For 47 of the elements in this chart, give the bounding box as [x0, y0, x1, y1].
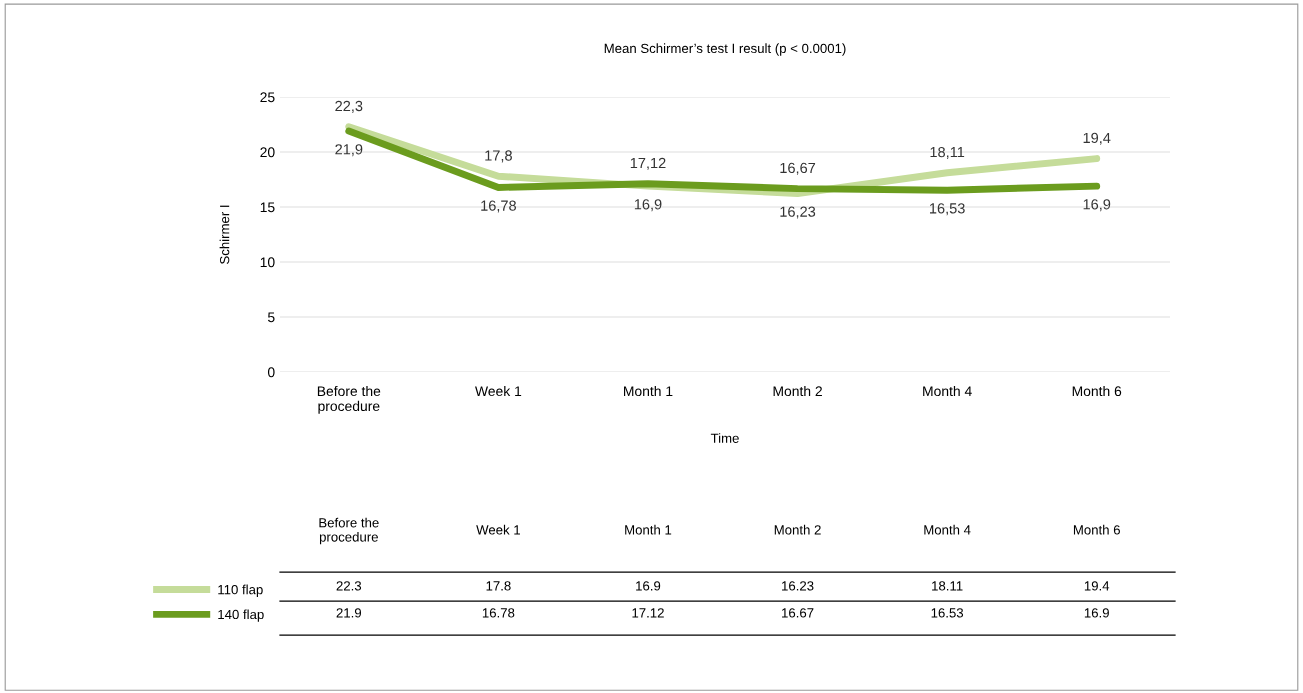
- text: 22.3: [336, 581, 362, 591]
- data-label: 16,78: [481, 200, 516, 213]
- y-axis-title: Schirmer I: [219, 205, 230, 264]
- data-label: 16,9: [1083, 199, 1111, 212]
- data-label: 16,9: [634, 199, 662, 212]
- text: 19.4: [1084, 581, 1110, 591]
- chart-title: Mean Schirmer’s test I result (p < 0.0001): [604, 43, 846, 56]
- category-label: Month 4: [924, 524, 971, 535]
- x-tick-label: Month 6: [1072, 385, 1122, 397]
- text: 18.11: [932, 581, 963, 591]
- x-tick-label: Month 4: [923, 385, 972, 397]
- category-label: Week 1: [476, 524, 520, 535]
- y-tick-label: 25: [260, 92, 275, 103]
- text: 16.78: [482, 608, 515, 618]
- legend-label: 110 flap: [218, 584, 263, 597]
- category-label: Month 2: [774, 524, 821, 535]
- data-label: 17,12: [630, 157, 666, 170]
- data-label: 19,4: [1083, 132, 1111, 145]
- y-tick-label: 0: [267, 367, 275, 378]
- text: 16.23: [782, 581, 814, 591]
- y-tick-label: 10: [260, 257, 275, 268]
- data-label: 21,9: [335, 144, 363, 157]
- text: 16.9: [1084, 608, 1109, 618]
- text: 16.9: [636, 581, 661, 591]
- data-label: 16,67: [780, 162, 816, 175]
- data-label: 18,11: [930, 146, 965, 159]
- y-tick-label: 15: [260, 202, 275, 213]
- x-tick-label: Week 1: [475, 385, 522, 397]
- data-label: 22,3: [335, 100, 363, 113]
- text: 17.12: [632, 608, 664, 618]
- y-tick-label: 5: [267, 312, 275, 323]
- text: 21.9: [336, 608, 362, 618]
- category-label: Month 6: [1073, 524, 1120, 535]
- legend-label: 140 flap: [218, 609, 264, 622]
- text: 16.53: [931, 608, 964, 618]
- category-label: Before the procedure: [319, 517, 379, 545]
- x-tick-label: Before the procedure: [317, 385, 381, 414]
- x-tick-label: Month 2: [773, 385, 822, 397]
- data-label: 16,53: [929, 203, 965, 216]
- text: 16.67: [782, 608, 814, 618]
- y-tick-label: 20: [260, 147, 275, 158]
- category-label: Month 1: [625, 524, 672, 535]
- text: 17.8: [486, 581, 511, 591]
- data-label: 17,8: [485, 150, 512, 163]
- data-label: 16,23: [780, 206, 816, 219]
- x-tick-label: Month 1: [624, 385, 673, 397]
- x-axis-title: Time: [710, 433, 739, 443]
